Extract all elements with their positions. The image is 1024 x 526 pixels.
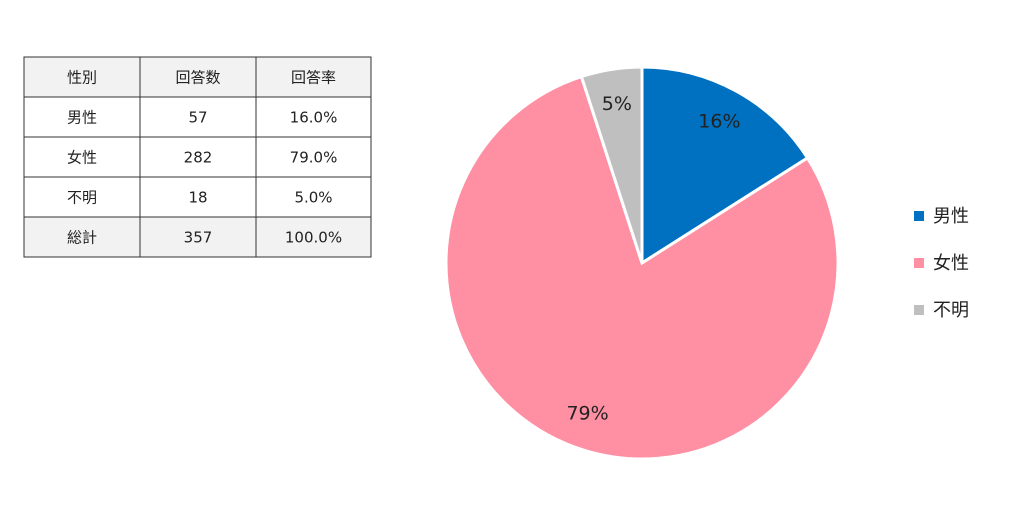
data-label: 5% (602, 93, 632, 115)
legend-label: 不明 (933, 300, 969, 321)
table-text: 不明 (67, 189, 97, 207)
pie-slice (640, 65, 810, 266)
pie-slice (444, 74, 840, 461)
table-cell (139, 216, 257, 258)
table-cell (139, 136, 257, 178)
legend-marker (914, 258, 924, 268)
pie-slice (579, 65, 644, 264)
data-label: 79% (566, 403, 608, 425)
table-header: 性別 (67, 69, 97, 87)
table-text: 5.0% (294, 189, 332, 207)
table-text: 総計 (67, 229, 97, 247)
table-text: 357 (184, 229, 213, 247)
table-text: 女性 (67, 149, 97, 167)
table-text: 16.0% (290, 109, 338, 127)
legend-marker (914, 305, 924, 315)
table-text: 79.0% (290, 149, 338, 167)
table-text: 57 (188, 109, 207, 127)
table-cell (23, 176, 141, 218)
table-cell (255, 96, 372, 138)
legend-marker (914, 211, 924, 221)
table-cell (255, 56, 372, 98)
table-text: 男性 (67, 109, 97, 127)
table-text: 18 (188, 189, 207, 207)
data-label: 16% (698, 111, 740, 133)
table-header: 回答率 (291, 69, 336, 87)
table-header: 回答数 (175, 69, 220, 87)
table-cell (255, 176, 372, 218)
table-text: 100.0% (285, 229, 342, 247)
table-cell (255, 216, 372, 258)
table-cell (139, 56, 257, 98)
table-cell (23, 56, 141, 98)
table-cell (23, 216, 141, 258)
legend-label: 女性 (933, 253, 969, 274)
legend-label: 男性 (933, 206, 969, 227)
table-text: 282 (184, 149, 213, 167)
